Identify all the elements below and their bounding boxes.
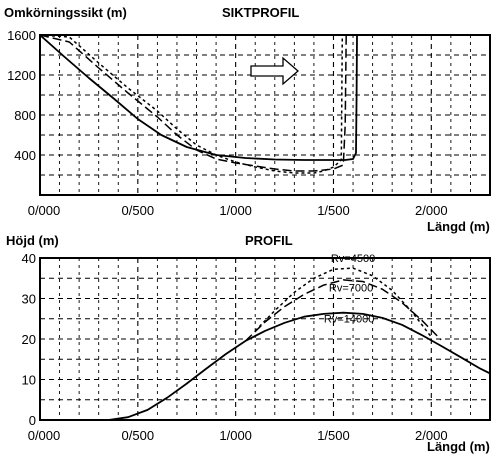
top-x-tick-label: 1/500	[317, 203, 350, 218]
top-x-tick-labels: 0/000 0/500 1/000 1/500 2/000	[28, 203, 448, 218]
bottom-series	[40, 267, 490, 420]
top-y-tick-label: 400	[14, 148, 36, 163]
bottom-y-tick-label: 10	[22, 373, 36, 388]
bottom-x-tick-label: 2/000	[415, 428, 448, 443]
top-x-tick-label: 0/500	[122, 203, 155, 218]
bottom-x-tick-labels: 0/000 0/500 1/000 1/500 2/000	[28, 428, 448, 443]
top-x-tick-label: 1/000	[219, 203, 252, 218]
top-series-solid-line	[40, 34, 358, 161]
series-label: Rv=14000	[324, 314, 374, 326]
bottom-series-dashed-line	[244, 279, 442, 342]
series-label: Rv=4500	[331, 253, 375, 265]
bottom-series-dotted-line	[254, 267, 432, 338]
top-grid	[40, 35, 490, 195]
bottom-x-tick-label: 1/500	[317, 428, 350, 443]
bottom-title: PROFIL	[245, 233, 293, 248]
series-label: Rv=7000	[329, 282, 373, 294]
top-x-tick-label: 2/000	[415, 203, 448, 218]
bottom-frame	[39, 257, 491, 421]
bottom-chart: Höjd (m) PROFIL 0 10 20 30 40 0/000 0/500 1/00…	[6, 233, 491, 454]
top-frame	[39, 34, 491, 196]
top-series	[40, 34, 358, 174]
top-y-tick-labels: 400 800 1200 1600	[7, 28, 36, 163]
top-y-tick-label: 1600	[7, 28, 36, 43]
arrow-annotation	[250, 56, 299, 86]
top-y-tick-label: 1200	[7, 68, 36, 83]
top-series-dashed-line	[40, 34, 347, 172]
bottom-y-tick-label: 0	[29, 413, 36, 428]
bottom-ylabel: Höjd (m)	[6, 233, 59, 248]
top-xlabel: Längd (m)	[427, 219, 490, 234]
top-series-dotted-line	[40, 34, 344, 174]
bottom-y-tick-label: 40	[22, 251, 36, 266]
bottom-series-solid-line	[40, 311, 490, 420]
bottom-plot-frame	[39, 257, 491, 421]
bottom-x-tick-label: 0/500	[122, 428, 155, 443]
bottom-series-labels: Rv=14000 Rv=7000 Rv=4500	[324, 253, 375, 326]
top-title: SIKTPROFIL	[222, 5, 299, 20]
top-plot-frame	[39, 34, 491, 196]
bottom-y-tick-label: 30	[22, 292, 36, 307]
top-y-tick-label: 800	[14, 108, 36, 123]
bottom-x-tick-label: 1/000	[219, 428, 252, 443]
bottom-xlabel: Längd (m)	[427, 439, 490, 454]
top-ylabel: Omkörningssikt (m)	[4, 5, 127, 20]
bottom-y-tick-label: 20	[22, 332, 36, 347]
top-x-tick-label: 0/000	[28, 203, 61, 218]
bottom-x-tick-label: 0/000	[28, 428, 61, 443]
top-chart: Omkörningssikt (m) SIKTPROFIL 400 800 1200…	[4, 5, 491, 234]
bottom-grid	[40, 258, 490, 420]
bottom-y-tick-labels: 0 10 20 30 40	[22, 251, 36, 428]
